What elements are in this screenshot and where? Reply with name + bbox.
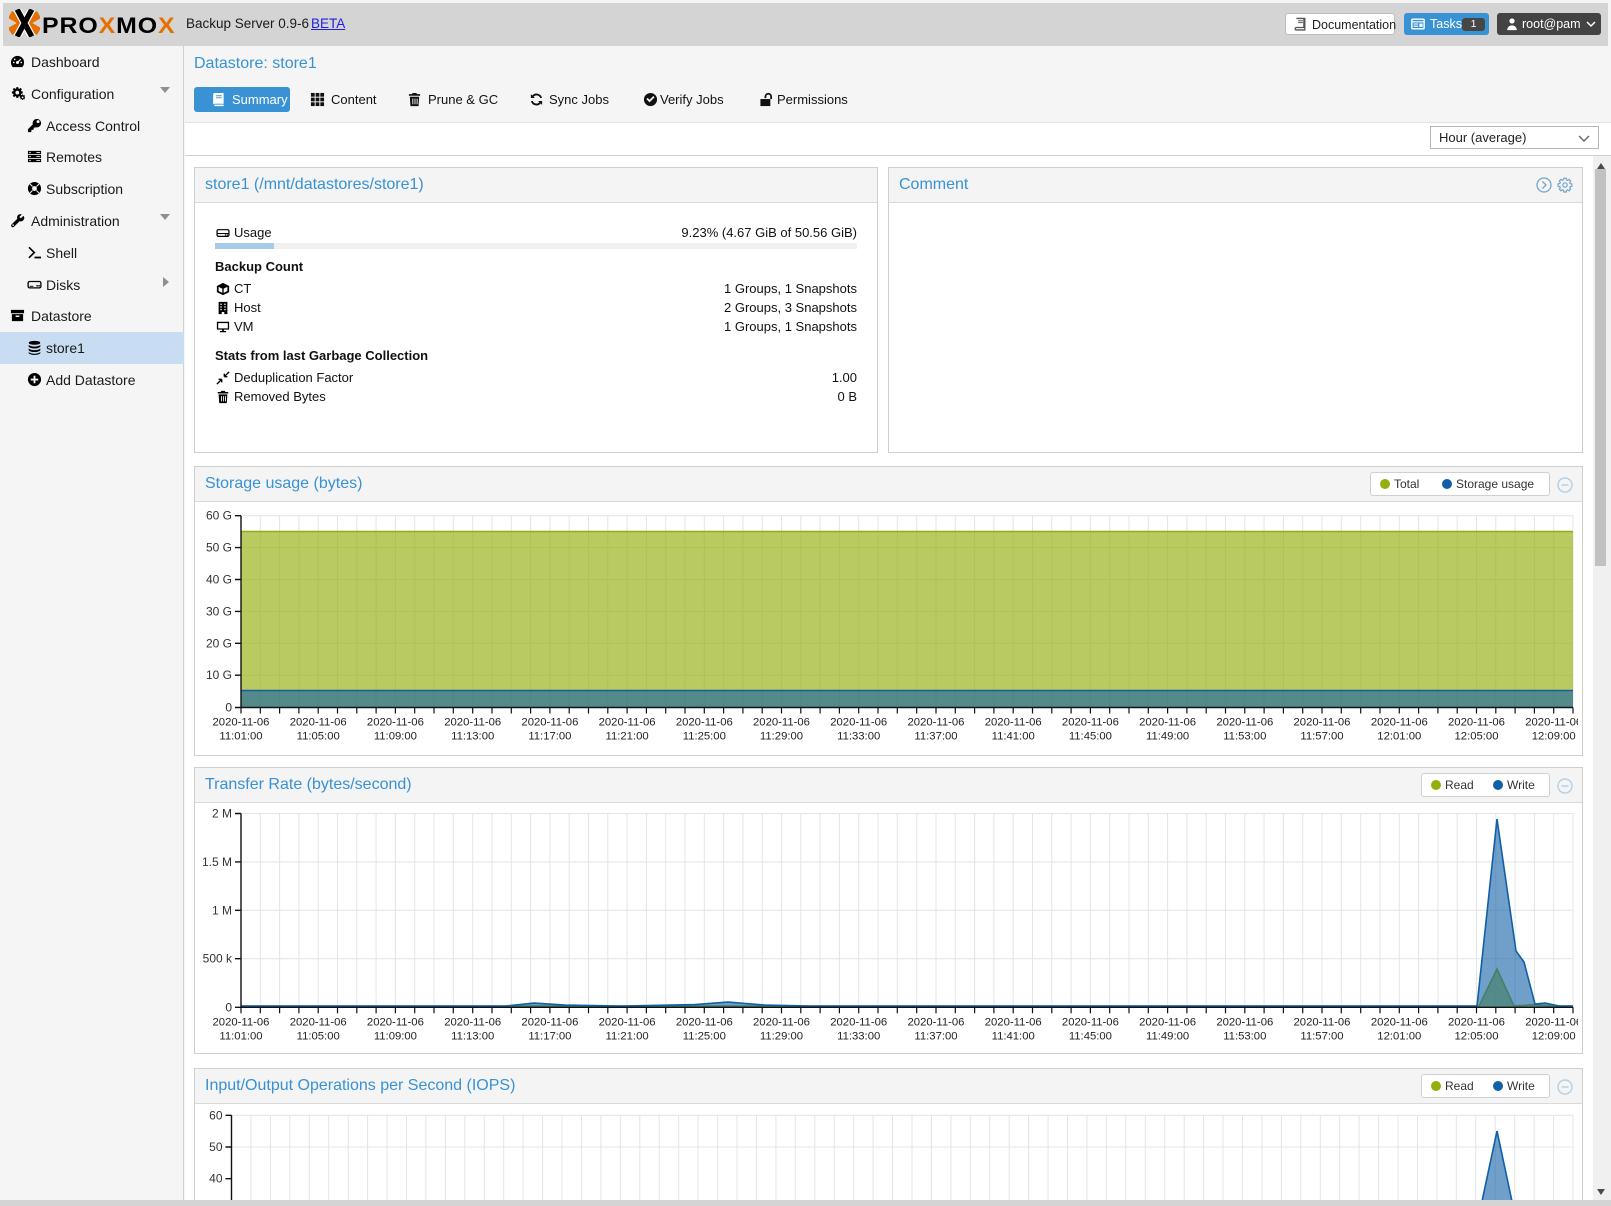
svg-text:11:49:00: 11:49:00 — [1146, 1030, 1189, 1042]
svg-text:2020-11-06: 2020-11-06 — [753, 1016, 810, 1028]
svg-text:2020-11-06: 2020-11-06 — [1294, 717, 1351, 729]
svg-text:500 k: 500 k — [203, 952, 233, 966]
svg-text:11:17:00: 11:17:00 — [528, 1030, 571, 1042]
svg-text:2020-11-06: 2020-11-06 — [1525, 1016, 1578, 1028]
svg-text:2020-11-06: 2020-11-06 — [1216, 717, 1273, 729]
svg-text:12:09:00: 12:09:00 — [1532, 1030, 1576, 1042]
svg-text:12:09:00: 12:09:00 — [1532, 731, 1576, 743]
svg-text:2020-11-06: 2020-11-06 — [521, 1016, 578, 1028]
svg-text:11:41:00: 11:41:00 — [992, 731, 1035, 743]
svg-text:11:29:00: 11:29:00 — [760, 1030, 803, 1042]
svg-text:11:13:00: 11:13:00 — [451, 1030, 494, 1042]
svg-text:11:25:00: 11:25:00 — [683, 1030, 726, 1042]
svg-text:11:53:00: 11:53:00 — [1223, 1030, 1266, 1042]
svg-text:11:53:00: 11:53:00 — [1223, 731, 1266, 743]
svg-text:11:37:00: 11:37:00 — [914, 1030, 957, 1042]
svg-text:0: 0 — [225, 1000, 232, 1014]
svg-text:2020-11-06: 2020-11-06 — [367, 717, 424, 729]
svg-text:2020-11-06: 2020-11-06 — [599, 1016, 656, 1028]
svg-text:12:05:00: 12:05:00 — [1455, 731, 1499, 743]
svg-text:2020-11-06: 2020-11-06 — [1216, 1016, 1273, 1028]
svg-text:2 M: 2 M — [212, 807, 232, 821]
svg-text:2020-11-06: 2020-11-06 — [985, 717, 1042, 729]
svg-text:2020-11-06: 2020-11-06 — [367, 1016, 424, 1028]
svg-text:12:01:00: 12:01:00 — [1377, 1030, 1421, 1042]
svg-text:11:21:00: 11:21:00 — [606, 731, 649, 743]
svg-text:2020-11-06: 2020-11-06 — [444, 1016, 501, 1028]
svg-text:11:29:00: 11:29:00 — [760, 731, 803, 743]
svg-text:11:45:00: 11:45:00 — [1069, 1030, 1112, 1042]
svg-text:2020-11-06: 2020-11-06 — [753, 717, 810, 729]
svg-text:11:33:00: 11:33:00 — [837, 731, 880, 743]
svg-text:11:21:00: 11:21:00 — [606, 1030, 649, 1042]
svg-text:11:25:00: 11:25:00 — [683, 731, 726, 743]
svg-text:11:05:00: 11:05:00 — [297, 731, 340, 743]
svg-text:2020-11-06: 2020-11-06 — [1294, 1016, 1351, 1028]
svg-text:2020-11-06: 2020-11-06 — [1062, 1016, 1119, 1028]
svg-text:11:09:00: 11:09:00 — [374, 1030, 417, 1042]
svg-text:2020-11-06: 2020-11-06 — [444, 717, 501, 729]
svg-text:11:49:00: 11:49:00 — [1146, 731, 1189, 743]
svg-text:50: 50 — [209, 1140, 223, 1154]
svg-text:11:05:00: 11:05:00 — [297, 1030, 340, 1042]
svg-text:40: 40 — [209, 1172, 223, 1186]
svg-text:11:45:00: 11:45:00 — [1069, 731, 1112, 743]
svg-text:11:33:00: 11:33:00 — [837, 1030, 880, 1042]
svg-text:2020-11-06: 2020-11-06 — [1371, 717, 1428, 729]
svg-text:2020-11-06: 2020-11-06 — [599, 717, 656, 729]
svg-text:2020-11-06: 2020-11-06 — [1448, 1016, 1505, 1028]
svg-text:30 G: 30 G — [206, 604, 232, 618]
svg-text:2020-11-06: 2020-11-06 — [1139, 1016, 1196, 1028]
svg-text:2020-11-06: 2020-11-06 — [1448, 717, 1505, 729]
svg-text:2020-11-06: 2020-11-06 — [676, 717, 733, 729]
svg-text:50 G: 50 G — [206, 541, 232, 555]
svg-text:60 G: 60 G — [206, 509, 232, 523]
svg-text:2020-11-06: 2020-11-06 — [908, 717, 965, 729]
svg-text:40 G: 40 G — [206, 573, 232, 587]
svg-text:2020-11-06: 2020-11-06 — [676, 1016, 733, 1028]
svg-text:2020-11-06: 2020-11-06 — [1525, 717, 1578, 729]
svg-text:2020-11-06: 2020-11-06 — [290, 717, 347, 729]
svg-text:11:01:00: 11:01:00 — [219, 731, 262, 743]
svg-text:1 M: 1 M — [212, 903, 232, 917]
svg-text:11:37:00: 11:37:00 — [914, 731, 957, 743]
svg-text:11:09:00: 11:09:00 — [374, 731, 417, 743]
svg-text:12:05:00: 12:05:00 — [1455, 1030, 1499, 1042]
svg-text:1.5 M: 1.5 M — [202, 855, 232, 869]
svg-text:12:01:00: 12:01:00 — [1377, 731, 1421, 743]
svg-text:2020-11-06: 2020-11-06 — [830, 1016, 887, 1028]
svg-text:11:01:00: 11:01:00 — [219, 1030, 262, 1042]
svg-text:2020-11-06: 2020-11-06 — [290, 1016, 347, 1028]
svg-text:11:57:00: 11:57:00 — [1300, 1030, 1343, 1042]
svg-text:2020-11-06: 2020-11-06 — [213, 717, 270, 729]
svg-text:2020-11-06: 2020-11-06 — [1062, 717, 1119, 729]
svg-text:2020-11-06: 2020-11-06 — [985, 1016, 1042, 1028]
svg-text:2020-11-06: 2020-11-06 — [213, 1016, 270, 1028]
svg-text:11:57:00: 11:57:00 — [1300, 731, 1343, 743]
svg-text:11:17:00: 11:17:00 — [528, 731, 571, 743]
svg-text:11:13:00: 11:13:00 — [451, 731, 494, 743]
svg-text:2020-11-06: 2020-11-06 — [908, 1016, 965, 1028]
svg-text:2020-11-06: 2020-11-06 — [521, 717, 578, 729]
svg-text:2020-11-06: 2020-11-06 — [1371, 1016, 1428, 1028]
svg-text:20 G: 20 G — [206, 636, 232, 650]
svg-text:60: 60 — [209, 1108, 223, 1122]
svg-text:2020-11-06: 2020-11-06 — [830, 717, 887, 729]
svg-text:10 G: 10 G — [206, 668, 232, 682]
svg-text:11:41:00: 11:41:00 — [992, 1030, 1035, 1042]
svg-text:0: 0 — [225, 701, 232, 715]
svg-text:2020-11-06: 2020-11-06 — [1139, 717, 1196, 729]
